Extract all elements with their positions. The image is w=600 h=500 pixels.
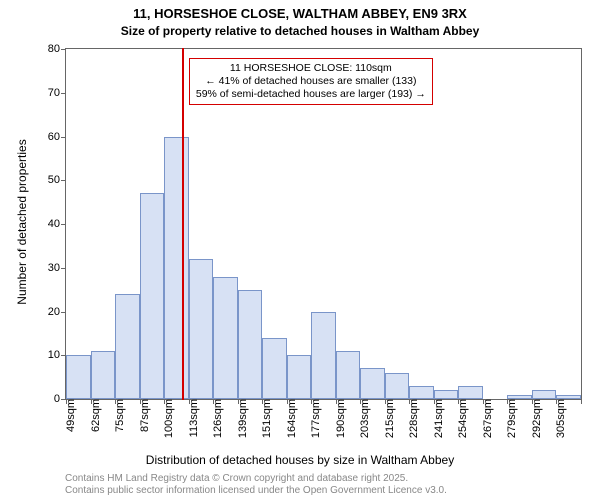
chart-container: 11, HORSESHOE CLOSE, WALTHAM ABBEY, EN9 … — [0, 0, 600, 500]
ytick-mark — [61, 268, 66, 269]
chart-title-line1: 11, HORSESHOE CLOSE, WALTHAM ABBEY, EN9 … — [0, 6, 600, 21]
attribution-line2: Contains public sector information licen… — [65, 485, 447, 497]
ytick-mark — [61, 224, 66, 225]
xtick-label: 190sqm — [333, 399, 347, 438]
histogram-bar — [434, 390, 459, 399]
annotation-line: 59% of semi-detached houses are larger (… — [196, 88, 426, 101]
annotation-header: 11 HORSESHOE CLOSE: 110sqm — [196, 62, 426, 75]
xtick-label: 241sqm — [431, 399, 445, 438]
xtick-mark — [434, 399, 435, 404]
xtick-mark — [164, 399, 165, 404]
xtick-mark — [385, 399, 386, 404]
histogram-bar — [66, 355, 91, 399]
xtick-mark — [91, 399, 92, 404]
xtick-mark — [311, 399, 312, 404]
xtick-label: 151sqm — [259, 399, 273, 438]
xtick-mark — [336, 399, 337, 404]
xtick-mark — [238, 399, 239, 404]
xtick-mark — [189, 399, 190, 404]
annotation-line: ← 41% of detached houses are smaller (13… — [196, 75, 426, 88]
y-axis-title: Number of detached properties — [15, 122, 29, 322]
xtick-label: 164sqm — [284, 399, 298, 438]
reference-line — [182, 48, 184, 400]
xtick-mark — [556, 399, 557, 404]
histogram-bar — [532, 390, 557, 399]
xtick-label: 279sqm — [504, 399, 518, 438]
x-axis-title: Distribution of detached houses by size … — [0, 453, 600, 467]
histogram-bar — [409, 386, 434, 399]
histogram-bar — [311, 312, 336, 400]
chart-title-line2: Size of property relative to detached ho… — [0, 24, 600, 38]
histogram-bar — [336, 351, 361, 399]
xtick-label: 254sqm — [455, 399, 469, 438]
ytick-mark — [61, 312, 66, 313]
xtick-mark — [483, 399, 484, 404]
xtick-mark — [66, 399, 67, 404]
plot-area: 0102030405060708049sqm62sqm75sqm87sqm100… — [65, 48, 582, 400]
ytick-mark — [61, 93, 66, 94]
histogram-bar — [287, 355, 312, 399]
xtick-mark — [140, 399, 141, 404]
xtick-mark — [262, 399, 263, 404]
histogram-bar — [458, 386, 483, 399]
histogram-bar — [164, 137, 189, 400]
ytick-mark — [61, 180, 66, 181]
xtick-label: 139sqm — [235, 399, 249, 438]
xtick-mark — [458, 399, 459, 404]
xtick-label: 215sqm — [382, 399, 396, 438]
histogram-bar — [213, 277, 238, 400]
annotation-box: 11 HORSESHOE CLOSE: 110sqm← 41% of detac… — [189, 58, 433, 105]
xtick-label: 305sqm — [553, 399, 567, 438]
xtick-label: 177sqm — [308, 399, 322, 438]
histogram-bar — [189, 259, 214, 399]
xtick-mark — [507, 399, 508, 404]
histogram-bar — [238, 290, 263, 399]
histogram-bar — [262, 338, 287, 399]
xtick-mark — [409, 399, 410, 404]
attribution-text: Contains HM Land Registry data © Crown c… — [65, 473, 447, 497]
histogram-bar — [91, 351, 116, 399]
xtick-label: 203sqm — [357, 399, 371, 438]
histogram-bar — [140, 193, 165, 399]
xtick-label: 292sqm — [529, 399, 543, 438]
xtick-label: 113sqm — [186, 399, 200, 437]
histogram-bar — [360, 368, 385, 399]
attribution-line1: Contains HM Land Registry data © Crown c… — [65, 473, 447, 485]
ytick-mark — [61, 49, 66, 50]
xtick-label: 228sqm — [406, 399, 420, 438]
xtick-mark — [287, 399, 288, 404]
ytick-mark — [61, 137, 66, 138]
histogram-bar — [115, 294, 140, 399]
xtick-mark — [532, 399, 533, 404]
xtick-mark — [115, 399, 116, 404]
xtick-label: 267sqm — [480, 399, 494, 438]
xtick-mark — [581, 399, 582, 404]
xtick-label: 100sqm — [161, 399, 175, 438]
xtick-mark — [360, 399, 361, 404]
xtick-label: 126sqm — [210, 399, 224, 438]
xtick-mark — [213, 399, 214, 404]
histogram-bar — [385, 373, 410, 399]
